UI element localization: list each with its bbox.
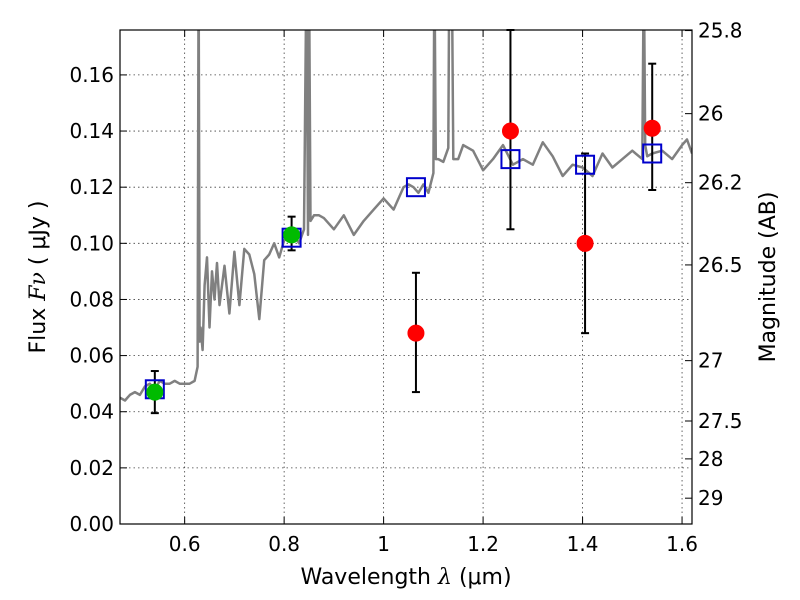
model-point [405, 177, 426, 198]
x-tick-label: 0.8 [268, 532, 300, 556]
data-point [576, 234, 594, 252]
y2-tick-label: 26.2 [698, 171, 743, 195]
x-tick-label: 0.6 [169, 532, 201, 556]
data-point [501, 122, 519, 140]
model-point [575, 154, 596, 175]
y-tick-label: 0.00 [69, 512, 114, 536]
data-point [643, 119, 661, 137]
y-axis-symbol: Fν [26, 272, 51, 302]
x-axis-title: Wavelength λ (μm) [300, 565, 511, 590]
y-tick-label: 0.04 [69, 400, 114, 424]
data-markers [144, 119, 663, 401]
x-tick-label: 1 [377, 532, 390, 556]
x-axis-unit: (μm) [459, 565, 512, 590]
y-tick-label: 0.12 [69, 175, 114, 199]
x-tick-label: 1.2 [467, 532, 499, 556]
y-tick-label: 0.02 [69, 456, 114, 480]
model-point [642, 143, 663, 164]
model-point [500, 149, 521, 170]
plot-frame [119, 29, 693, 525]
y-tick-label: 0.10 [69, 231, 114, 255]
data-point [146, 383, 164, 401]
y-tick-label: 0.08 [69, 287, 114, 311]
y2-tick-label: 27 [698, 349, 723, 373]
y-tick-label: 0.14 [69, 119, 114, 143]
data-point [407, 324, 425, 342]
y-tick-label: 0.06 [69, 344, 114, 368]
y-axis-title: Flux Fν ( μJy ) [26, 200, 51, 353]
y2-tick-label: 28 [698, 447, 723, 471]
y2-tick-label: 25.8 [698, 19, 743, 43]
x-tick-label: 1.6 [666, 532, 698, 556]
x-axis-symbol: λ [437, 565, 452, 590]
data-point [283, 226, 301, 244]
y2-tick-label: 27.5 [698, 409, 743, 433]
x-tick-label: 1.4 [567, 532, 599, 556]
y2-tick-label: 26 [698, 102, 723, 126]
y-axis-unit: ( μJy ) [26, 200, 51, 265]
axis-ticks: 0.6 0.8 1 1.2 1.4 1.6 0.00 0.02 0.04 0.06 0.08 0.10… [69, 19, 742, 556]
x-axis-label-text: Wavelength [300, 565, 431, 590]
y2-tick-label: 29 [698, 486, 723, 510]
model-spectrum-line [120, 30, 692, 402]
model-spectrum [120, 30, 692, 402]
y2-axis-title: Magnitude (AB) [756, 192, 781, 363]
y2-tick-label: 26.5 [698, 253, 743, 277]
y-tick-label: 0.16 [69, 63, 114, 87]
y-axis-label-text: Flux [26, 308, 51, 354]
